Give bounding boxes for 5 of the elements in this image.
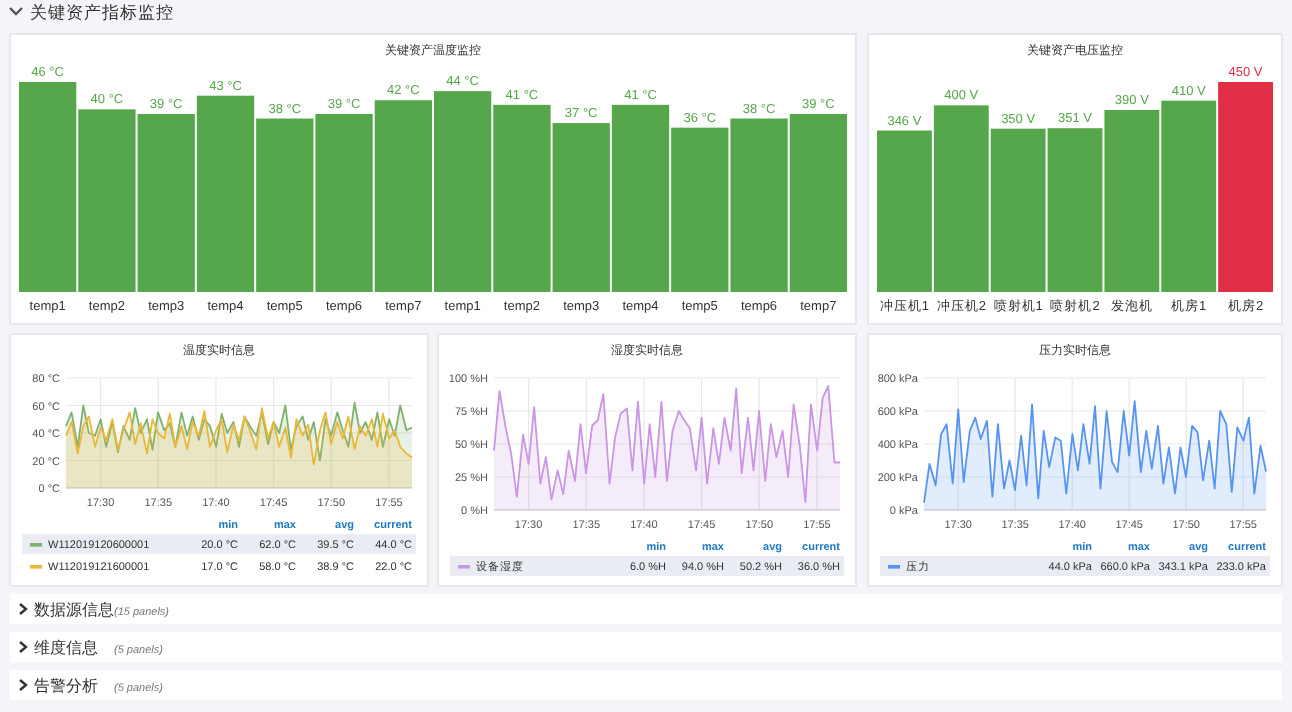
text: 数据源信息 xyxy=(34,601,114,619)
bar xyxy=(1218,82,1273,292)
text: 维度信息 xyxy=(34,639,98,657)
text: 告警分析 xyxy=(34,677,98,695)
text: 关键资产指标监控 xyxy=(30,2,174,22)
